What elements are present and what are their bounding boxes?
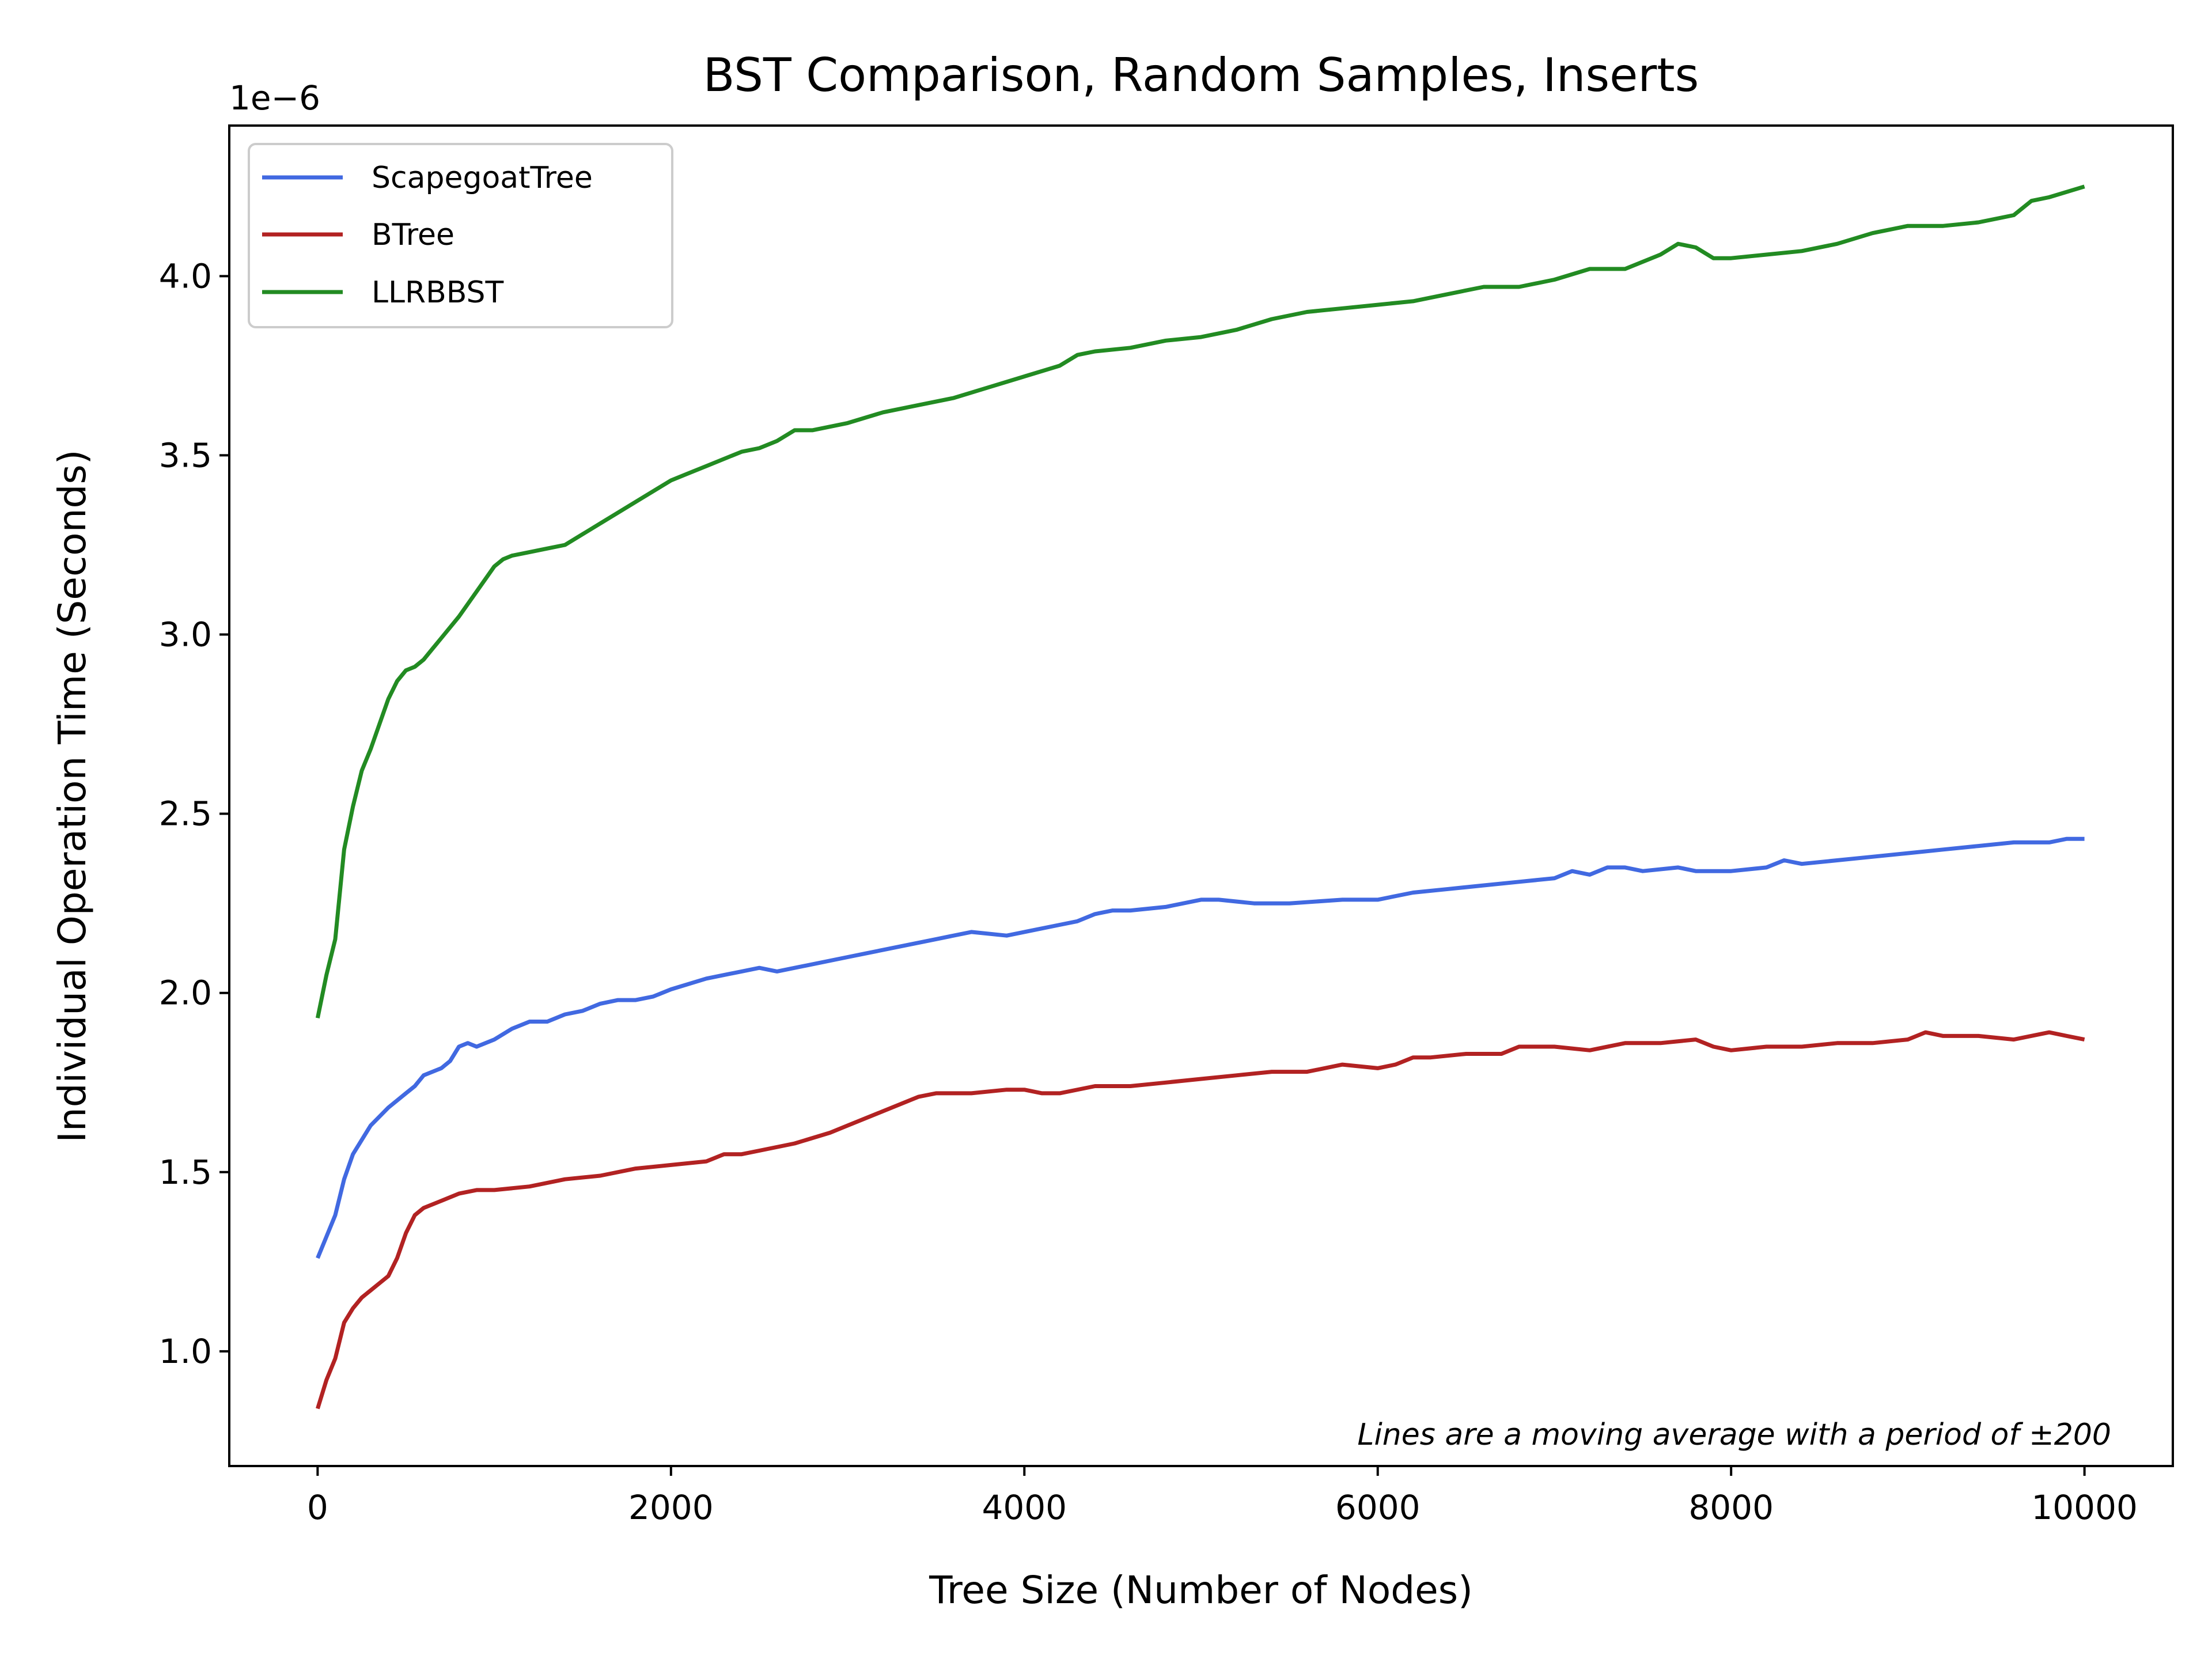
plot-frame [228,124,2174,1467]
x-tick-label: 8000 [1688,1488,1774,1527]
x-axis: 0 2000 4000 6000 8000 10000 [307,1466,2138,1527]
series-line-scapegoattree [316,836,2085,1259]
series-line-btree [316,1030,2085,1410]
chart-title: BST Comparison, Random Samples, Inserts [703,48,1699,102]
legend-label-btree: BTree [372,218,454,252]
plot-area: 0 2000 4000 6000 8000 10000 1.0 1.5 2.0 2.5 3.0 3.… [159,124,2174,1527]
y-tick-label: 1.5 [159,1153,212,1192]
y-tick-label: 4.0 [159,256,212,296]
x-tick-label: 2000 [628,1488,714,1527]
series-line-llrbbst [315,184,2085,1019]
chart-annotation: Lines are a moving average with a period… [1357,1418,2111,1452]
y-axis: 1.0 1.5 2.0 2.5 3.0 3.5 4.0 [159,256,229,1371]
series-lines [315,184,2085,1410]
y-tick-label: 1.0 [159,1332,212,1371]
y-tick-label: 3.0 [159,615,212,654]
y-tick-label: 2.5 [159,794,212,834]
y-tick-label: 2.0 [159,974,212,1013]
y-axis-label: Individual Operation Time (Seconds) [50,449,94,1142]
legend-label-llrbbst: LLRBBST [372,275,504,310]
x-tick-label: 6000 [1335,1488,1421,1527]
legend: ScapegoatTree BTree LLRBBST [248,143,673,328]
x-tick-label: 10000 [2031,1488,2138,1527]
x-axis-label: Tree Size (Number of Nodes) [929,1568,1473,1612]
x-tick-label: 0 [307,1488,328,1527]
legend-frame [248,143,673,328]
x-tick-label: 4000 [982,1488,1067,1527]
y-tick-label: 3.5 [159,435,212,475]
legend-label-scapegoattree: ScapegoatTree [372,161,593,195]
y-offset-label: 1e−6 [229,78,320,118]
